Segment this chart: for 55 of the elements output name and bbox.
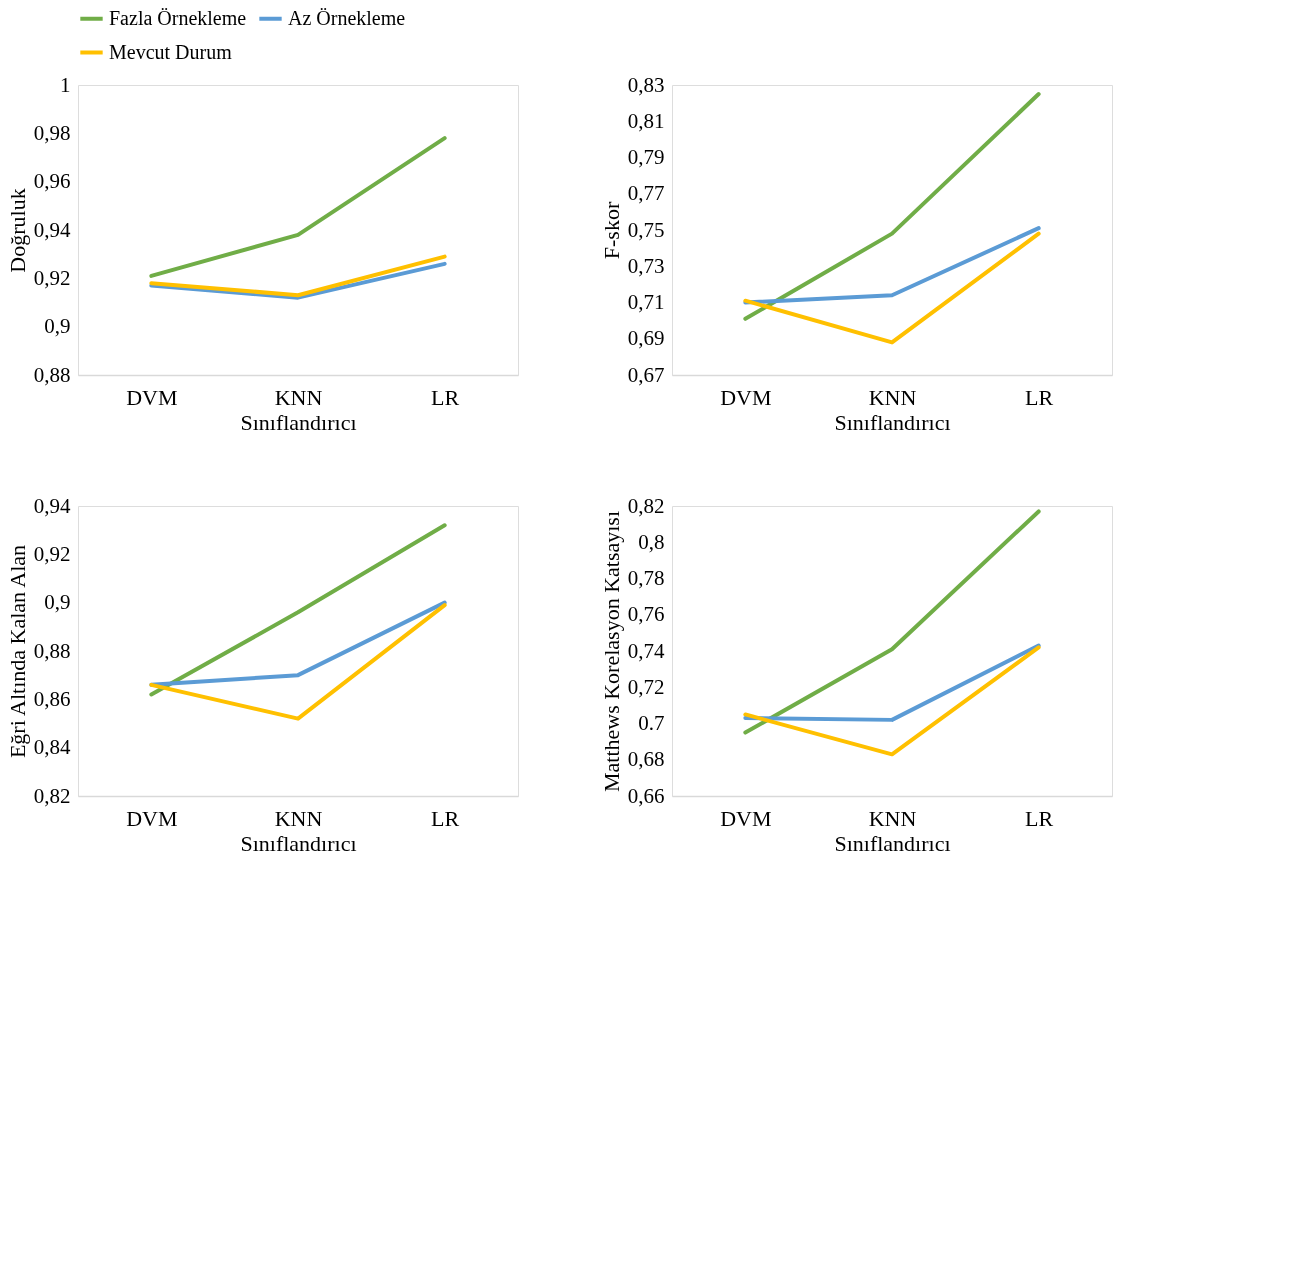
legend-label: Fazla Örnekleme (109, 6, 247, 29)
legend-label: Az Örnekleme (288, 6, 406, 29)
y-tick-label: 0,77 (627, 181, 665, 206)
x-tick-label: DVM (126, 384, 178, 410)
y-tick-label: 0,72 (627, 674, 665, 699)
x-tick-label: LR (431, 384, 460, 410)
x-tick-label: LR (431, 805, 460, 831)
y-tick-label: 0,94 (33, 217, 71, 242)
y-tick-label: 0,92 (33, 265, 71, 290)
y-tick-label: 0,8 (638, 529, 665, 554)
y-tick-label: 0,86 (33, 686, 71, 711)
x-tick-label: DVM (720, 805, 772, 831)
y-tick-label: 0,79 (627, 145, 665, 169)
y-tick-label: 0,9 (44, 590, 71, 615)
x-tick-label: DVM (720, 384, 772, 410)
y-tick-label: 0,66 (627, 783, 665, 808)
x-tick-label: LR (1025, 384, 1054, 410)
y-tick-label: 0,98 (33, 120, 71, 145)
y-axis-title: Doğruluk (4, 188, 30, 273)
x-tick-label: KNN (274, 384, 323, 410)
y-tick-label: 0,88 (33, 638, 71, 663)
y-tick-label: 0,82 (33, 783, 71, 808)
y-tick-label: 0,81 (627, 108, 665, 133)
y-tick-label: 0,84 (33, 735, 71, 760)
y-tick-label: 0,96 (33, 169, 71, 194)
x-tick-label: KNN (868, 805, 917, 831)
x-tick-label: LR (1025, 805, 1054, 831)
y-tick-label: 0,9 (44, 314, 71, 339)
y-tick-label: 0,69 (627, 326, 665, 351)
x-axis-title: Sınıflandırıcı (834, 409, 951, 435)
x-axis-title: Sınıflandırıcı (240, 409, 357, 435)
y-tick-label: 0,88 (33, 362, 71, 387)
x-axis-title: Sınıflandırıcı (240, 830, 357, 856)
y-tick-label: 0,82 (627, 493, 665, 518)
y-tick-label: 0,92 (33, 541, 71, 566)
legend-label: Mevcut Durum (109, 40, 233, 63)
y-tick-label: 0,78 (627, 566, 665, 590)
y-tick-label: 0,73 (627, 253, 665, 278)
y-axis-title: F-skor (598, 201, 624, 260)
y-axis-title: Eğri Altında Kalan Alan (4, 544, 30, 759)
x-axis-title: Sınıflandırıcı (834, 830, 951, 856)
y-tick-label: 0.7 (638, 711, 665, 735)
x-tick-label: DVM (126, 805, 178, 831)
y-tick-label: 0,67 (627, 362, 665, 387)
y-tick-label: 0,94 (33, 493, 71, 518)
y-tick-label: 0,68 (627, 747, 665, 772)
x-tick-label: KNN (868, 384, 917, 410)
x-tick-label: KNN (274, 805, 323, 831)
y-tick-label: 0,74 (627, 638, 665, 663)
y-tick-label: 0,75 (627, 217, 665, 242)
y-tick-label: 0,71 (627, 290, 665, 314)
y-axis-title: Matthews Korelasyon Katsayısı (598, 510, 624, 793)
y-tick-label: 0,83 (627, 72, 665, 97)
y-tick-label: 1 (60, 72, 71, 97)
y-tick-label: 0,76 (627, 602, 665, 627)
